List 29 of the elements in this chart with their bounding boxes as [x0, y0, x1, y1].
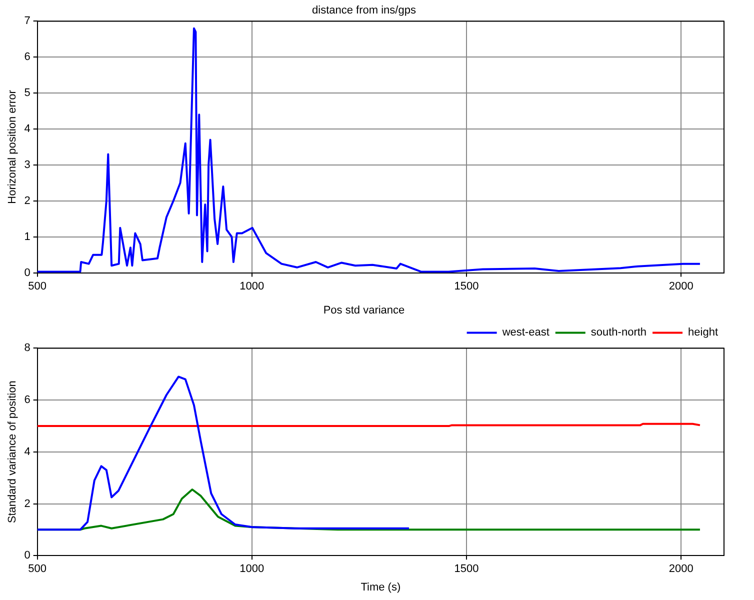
x-tick-label: 2000 — [668, 563, 694, 576]
y-tick-label: 6 — [24, 51, 30, 64]
y-tick-label: 0 — [24, 266, 30, 279]
x-tick-label: 500 — [28, 563, 46, 576]
legend-label: west-east — [501, 326, 550, 339]
y-axis-title: Horizonal position error — [6, 90, 19, 204]
y-tick-label: 6 — [24, 394, 30, 406]
x-tick-label: 2000 — [668, 280, 694, 292]
x-tick-label: 500 — [28, 280, 46, 292]
y-tick-label: 4 — [24, 446, 30, 458]
y-tick-label: 1 — [24, 230, 30, 243]
y-tick-label: 3 — [24, 159, 30, 172]
x-axis-title: Time (s) — [360, 581, 401, 594]
y-tick-label: 2 — [24, 194, 30, 207]
y-tick-label: 8 — [24, 342, 30, 354]
y-axis-title: Standard variance of position — [6, 380, 19, 524]
x-tick-label: 1000 — [240, 563, 264, 576]
y-tick-label: 4 — [24, 123, 30, 136]
y-tick-label: 2 — [24, 498, 30, 510]
legend-label: height — [688, 326, 718, 339]
x-tick-label: 1500 — [454, 280, 479, 292]
y-tick-label: 7 — [24, 15, 30, 28]
chart-title: Pos std variance — [323, 304, 405, 317]
chart-title: distance from ins/gps — [312, 4, 416, 17]
legend-label: south-north — [590, 326, 647, 339]
y-tick-label: 5 — [24, 87, 30, 100]
x-tick-label: 1500 — [454, 563, 479, 576]
y-tick-label: 0 — [24, 550, 30, 562]
x-tick-label: 1000 — [240, 280, 264, 292]
